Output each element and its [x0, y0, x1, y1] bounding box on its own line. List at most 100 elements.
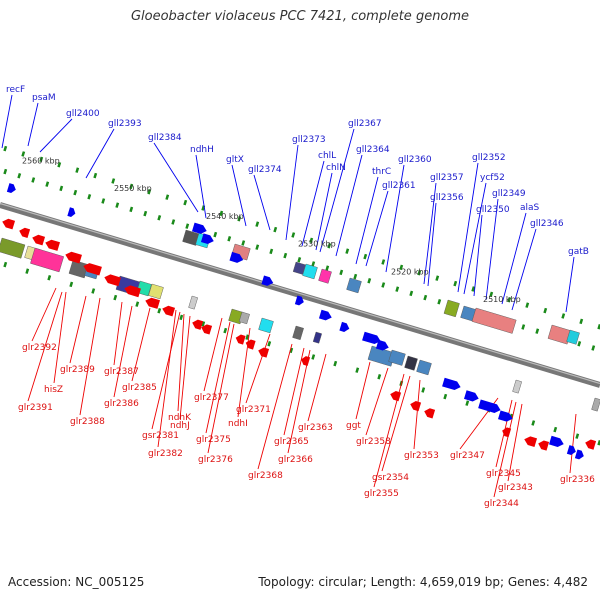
forward-gene-label: gltX — [226, 155, 244, 165]
forward-leader-line — [501, 212, 527, 305]
forward-gene-label: gll2373 — [292, 135, 326, 145]
forward-leader-line — [319, 128, 355, 253]
feature-box — [388, 349, 406, 366]
tick-dot-upper — [129, 183, 134, 190]
tick-dot-upper — [381, 259, 386, 265]
forward-gene-arrow — [478, 399, 501, 414]
forward-gene-label: thrC — [372, 167, 391, 177]
reverse-leader-line — [365, 367, 389, 436]
reverse-gene-label: glr2345 — [486, 469, 521, 479]
reverse-gene-arrow — [104, 274, 121, 287]
feature-box — [346, 277, 362, 294]
reverse-gene-arrow — [502, 427, 512, 438]
tick-dot-upper — [435, 275, 440, 281]
tick-dot-lower — [311, 354, 316, 360]
forward-leader-line — [355, 176, 379, 265]
tick-dot-lower — [25, 268, 30, 274]
feature-box — [416, 359, 432, 376]
forward-gene-label: gll2374 — [248, 165, 282, 175]
reverse-gene-label: ggt — [346, 421, 361, 431]
reverse-gene-label: ndhK — [168, 413, 192, 423]
reverse-gene-arrow — [83, 263, 102, 276]
tick-dot-upper — [543, 307, 548, 314]
feature-box — [0, 237, 26, 259]
reverse-gene-arrow — [424, 408, 436, 419]
tick-dot-lower — [179, 314, 184, 321]
tick-dot-upper-inner — [101, 198, 106, 204]
reverse-leader-line — [31, 287, 57, 342]
forward-gene-arrow — [318, 309, 332, 321]
tick-dot-lower — [113, 294, 118, 301]
reverse-leader-line — [205, 321, 231, 434]
tick-dot-lower — [135, 301, 140, 307]
tick-dot-upper — [417, 270, 422, 276]
tick-dot-upper — [21, 151, 26, 157]
forward-gene-arrow — [229, 251, 244, 263]
forward-leader-line — [301, 160, 325, 247]
forward-gene-arrow — [192, 222, 207, 234]
reverse-gene-label: ndhJ — [170, 421, 190, 431]
tick-dot-upper — [489, 291, 494, 298]
reverse-gene-arrow — [390, 391, 402, 402]
accession-text: Accession: NC_005125 — [8, 575, 145, 589]
genome-backbone — [0, 202, 600, 388]
feature-box — [188, 295, 198, 310]
reverse-gene-label: glr2388 — [70, 417, 105, 427]
tick-dot-upper — [309, 237, 314, 244]
tick-dot-upper — [165, 194, 170, 200]
reverse-gene-arrow — [65, 251, 82, 264]
feature-box — [512, 379, 522, 394]
reverse-gene-arrow — [245, 339, 256, 350]
feature-boxes — [0, 229, 600, 412]
reverse-gene-label: glr2365 — [274, 437, 309, 447]
forward-leader-line — [335, 154, 363, 257]
tick-dot-lower — [245, 334, 250, 340]
tick-dot-upper — [291, 232, 296, 238]
tick-dot-upper-inner — [591, 345, 596, 351]
tick-dot-upper — [3, 145, 8, 152]
reverse-leader-line — [245, 333, 271, 404]
reverse-gene-arrow — [45, 239, 60, 251]
tick-dot-lower — [267, 341, 272, 347]
reverse-leader-line — [113, 301, 123, 366]
forward-gene-arrow — [566, 445, 576, 456]
forward-gene-label: gll2352 — [472, 153, 506, 163]
feature-box — [136, 280, 152, 297]
tick-dot-lower — [157, 308, 162, 314]
reverse-gene-label: glr2368 — [248, 471, 283, 481]
tick-dot-lower — [69, 281, 74, 288]
scale-tick-label: 2530 kbp — [298, 239, 336, 248]
forward-gene-label: gll2393 — [108, 119, 142, 129]
forward-leader-line — [285, 144, 299, 241]
reverse-leader-line — [257, 343, 293, 470]
reverse-leader-line — [53, 291, 67, 384]
forward-leader-line — [195, 154, 207, 219]
tick-dot-upper-inner — [31, 177, 36, 183]
reverse-gene-label: glr2353 — [404, 451, 439, 461]
forward-gene-label: gll2350 — [476, 205, 510, 215]
tick-dot-upper-inner — [535, 328, 540, 334]
tick-dot-lower — [465, 400, 470, 406]
gene-arrows — [2, 183, 597, 460]
feature-box — [292, 325, 304, 341]
tick-dot-upper — [147, 189, 152, 195]
feature-box — [566, 329, 580, 345]
scale-tick-label: 2560 kbp — [22, 157, 60, 166]
reverse-gene-label: glr2376 — [198, 455, 233, 465]
tick-dot-upper-inner — [17, 173, 22, 179]
reverse-gene-arrow — [124, 285, 141, 298]
tick-dot-upper — [345, 248, 350, 254]
reverse-leader-line — [179, 315, 191, 420]
map-title: Gloeobacter violaceus PCC 7421, complete… — [130, 9, 470, 24]
gene-labels: recF psaM gll2400 gll2393 gll2384 ndhH gltX gll… — [6, 85, 595, 509]
tick-dot-upper — [363, 253, 368, 260]
forward-leader-line — [231, 164, 247, 227]
forward-leader-line — [365, 190, 389, 267]
tick-dot-lower — [91, 288, 96, 294]
forward-gene-label: ycf52 — [480, 173, 505, 183]
forward-gene-label: recF — [6, 85, 25, 95]
tick-dot-lower — [47, 275, 52, 281]
forward-gene-arrow — [574, 449, 584, 460]
forward-gene-label: gll2364 — [356, 145, 390, 155]
